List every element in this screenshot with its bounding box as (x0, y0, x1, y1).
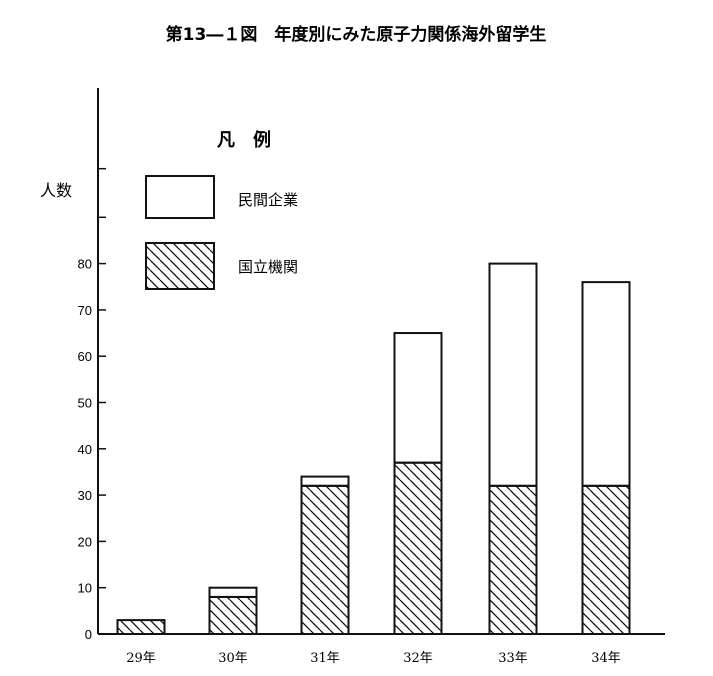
y-axis-label: 人数 (40, 181, 72, 200)
chart-title: 第13―１図 年度別にみた原子力関係海外留学生 (166, 24, 547, 45)
y-tick-label: 40 (78, 442, 92, 457)
legend-label-private: 民間企業 (238, 191, 298, 209)
y-tick-label: 50 (78, 396, 92, 411)
bar-segment-private (393, 332, 443, 464)
bar-segment-national (208, 595, 258, 636)
x-tick-labels: 29年 30年 31年 32年 33年 34年 (126, 651, 621, 666)
legend-label-national: 国立機関 (238, 258, 298, 276)
x-tick-label: 31年 (310, 651, 340, 666)
legend-swatch-national (145, 242, 215, 290)
bar-segment-private (581, 281, 631, 487)
y-tick-label: 20 (78, 534, 92, 549)
legend-swatch-private (145, 175, 215, 219)
bar-segment-private (208, 586, 258, 598)
bar-segment-national (116, 619, 166, 635)
bar-segment-national (581, 484, 631, 635)
y-ticks: 0 10 20 30 40 50 60 70 80 (78, 167, 106, 642)
bar-segment-national (300, 484, 350, 635)
legend: 凡 例 民間企業 国立機関 (145, 129, 298, 290)
y-tick-label: 70 (78, 303, 92, 318)
x-tick-label: 32年 (403, 651, 433, 666)
x-tick-label: 34年 (591, 651, 621, 666)
y-tick-label: 60 (78, 349, 92, 364)
y-tick-label: 80 (78, 257, 92, 272)
y-tick-label: 0 (85, 627, 92, 642)
y-tick-label: 10 (78, 581, 92, 596)
bars (116, 262, 631, 636)
x-tick-label: 33年 (498, 651, 528, 666)
x-tick-label: 29年 (126, 651, 156, 666)
bar-segment-private (488, 262, 538, 487)
bar-segment-national (393, 461, 443, 635)
y-tick-label: 30 (78, 488, 92, 503)
bar-segment-private (300, 475, 350, 487)
bar-segment-national (488, 484, 538, 635)
x-tick-label: 30年 (218, 651, 248, 666)
legend-title: 凡 例 (217, 129, 271, 151)
